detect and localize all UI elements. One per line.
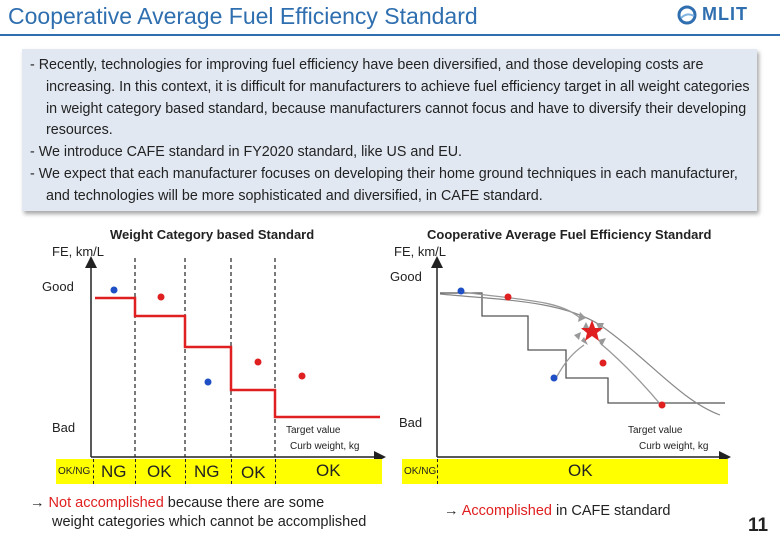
conclusion-rest: in CAFE standard: [552, 503, 671, 519]
left-good-label: Good: [42, 279, 74, 294]
vehicle-dot: [254, 358, 262, 366]
right-status-bar: [402, 459, 728, 484]
status-ok: OK: [241, 463, 266, 482]
vehicle-dot: [298, 372, 306, 380]
logo-text: MLIT: [702, 4, 748, 24]
status-ok: OK: [316, 461, 341, 480]
intro-box: - Recently, technologies for improving f…: [22, 49, 757, 211]
convergence-arrow: [461, 291, 581, 319]
vehicle-dot: [110, 286, 118, 294]
left-y-axis-label: FE, km/L: [52, 244, 105, 259]
right-y-axis-label: FE, km/L: [394, 244, 447, 259]
left-conclusion-line2: weight categories which cannot be accomp…: [52, 514, 367, 530]
title-rule: [0, 34, 780, 36]
left-status-divider: [135, 459, 137, 484]
vehicle-dot: [157, 293, 165, 301]
left-bad-label: Bad: [52, 420, 76, 435]
conclusion-highlight: Not accomplished: [48, 495, 164, 511]
left-status-divider: [185, 459, 187, 484]
status-ok: OK: [147, 462, 172, 481]
conclusion-highlight: Accomplished: [461, 503, 552, 519]
arrow-glyph: →: [30, 495, 49, 511]
logo-emblem-icon: [677, 5, 697, 25]
convergence-arrow: [599, 342, 662, 406]
right-conclusion: → Accomplished in CAFE standard: [444, 503, 670, 519]
left-status-bar: [56, 459, 382, 484]
vehicle-dot: [550, 374, 558, 382]
left-status-divider: [93, 459, 95, 484]
vehicle-dot: [599, 359, 607, 367]
left-conclusion: → Not accomplished because there are som…: [30, 495, 324, 511]
right-x-axis-label: Curb weight, kg: [639, 441, 709, 452]
left-status-divider: [231, 459, 233, 484]
page-title: Cooperative Average Fuel Efficiency Stan…: [8, 3, 478, 29]
left-target-step-line: [95, 296, 380, 419]
left-x-axis-label: Curb weight, kg: [290, 441, 360, 452]
right-target-label: Target value: [628, 425, 683, 436]
right-status-divider: [437, 459, 439, 484]
vehicle-dot: [658, 401, 666, 409]
bullet-text: - We expect that each manufacturer focus…: [30, 166, 738, 204]
vehicle-dot: [457, 287, 465, 295]
arrow-glyph: →: [444, 503, 462, 519]
right-okng-label: OK/NG: [404, 466, 437, 477]
convergence-arrow: [555, 344, 585, 379]
conclusion-rest: because there are some: [163, 495, 325, 511]
right-bad-label: Bad: [399, 415, 423, 430]
bullet-3: - We expect that each manufacturer focus…: [30, 164, 750, 208]
right-good-label: Good: [390, 269, 422, 284]
vehicle-dot: [504, 293, 512, 301]
target-star-icon: [581, 320, 603, 341]
bullet-1: - Recently, technologies for improving f…: [30, 55, 750, 142]
mlit-logo: MLIT: [676, 4, 776, 26]
left-okng-label: OK/NG: [58, 466, 91, 477]
bullet-text: - Recently, technologies for improving f…: [30, 57, 750, 139]
bullet-2: - We introduce CAFE standard in FY2020 s…: [30, 142, 750, 164]
right-step-line: [440, 292, 725, 404]
left-target-label: Target value: [286, 425, 341, 436]
right-diagram-title: Cooperative Average Fuel Efficiency Stan…: [427, 227, 712, 242]
status-ng: NG: [101, 462, 127, 481]
left-status-divider: [275, 459, 277, 484]
status-ok: OK: [568, 461, 593, 480]
vehicle-dot: [204, 378, 212, 386]
bullet-text: - We introduce CAFE standard in FY2020 s…: [30, 144, 463, 160]
left-diagram-title: Weight Category based Standard: [110, 227, 315, 242]
page-number: 11: [748, 515, 769, 536]
status-ng: NG: [194, 462, 220, 481]
